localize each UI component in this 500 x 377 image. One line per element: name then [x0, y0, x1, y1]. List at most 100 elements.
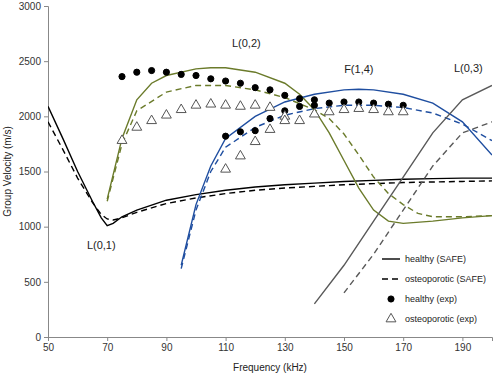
data-point	[369, 104, 379, 113]
legend-item: healthy (exp)	[388, 294, 457, 304]
data-point	[265, 124, 275, 133]
x-tick: 110	[218, 337, 234, 353]
data-point	[250, 100, 260, 109]
y-tick-mark	[44, 61, 48, 62]
y-tick-mark	[44, 172, 48, 173]
data-point	[178, 71, 184, 77]
mode-label: L(0,1)	[87, 239, 116, 251]
legend: healthy (SAFE) osteoporotic (SAFE) healthy…	[382, 254, 486, 324]
x-tick-mark	[107, 337, 108, 341]
data-point	[282, 92, 288, 98]
x-tick-label: 50	[43, 342, 55, 353]
y-tick-label: 500	[24, 277, 41, 288]
curve	[107, 68, 492, 224]
x-axis: 50 70 90 110 130 150 170 190	[43, 337, 493, 353]
data-point	[237, 80, 243, 86]
legend-label: osteoporotic (exp)	[405, 314, 477, 324]
curve	[181, 105, 492, 268]
data-point	[339, 104, 349, 113]
data-point	[147, 115, 157, 124]
y-tick-label: 0	[35, 332, 41, 343]
data-point	[295, 115, 305, 124]
legend-label: osteoporotic (SAFE)	[405, 274, 486, 284]
y-tick-label: 3000	[19, 1, 42, 12]
x-tick-label: 90	[161, 342, 173, 353]
y-axis-line	[44, 7, 49, 338]
curve	[344, 122, 492, 293]
data-point	[208, 76, 214, 82]
y-tick-mark	[44, 116, 48, 117]
x-tick: 190	[455, 337, 472, 353]
legend-item: healthy (SAFE)	[382, 254, 466, 264]
data-point	[193, 72, 199, 78]
y-axis: 0 500 1000 1500 2000 2500 3000	[19, 1, 49, 343]
data-point	[237, 129, 243, 135]
x-tick: 90	[161, 337, 173, 353]
x-tick: 50	[43, 337, 55, 353]
x-tick-label: 170	[395, 342, 412, 353]
x-tick: 150	[336, 337, 353, 353]
data-point	[398, 106, 408, 115]
x-tick-label: 110	[218, 342, 234, 353]
data-point	[223, 78, 229, 84]
data-point	[383, 106, 393, 115]
data-point	[324, 106, 334, 115]
x-tick-label: 190	[455, 342, 472, 353]
chart: 50 70 90 110 130 150 170 190 0 500 1000 1500 2000 250…	[0, 0, 500, 377]
data-point	[297, 96, 303, 102]
data-point	[252, 85, 258, 91]
y-tick-mark	[44, 227, 48, 228]
legend-swatch	[382, 278, 400, 279]
data-point	[280, 115, 290, 124]
y-tick: 0	[35, 332, 48, 343]
data-point	[206, 99, 216, 108]
x-tick-mark	[226, 337, 227, 341]
data-point	[265, 102, 275, 111]
data-point	[267, 115, 273, 121]
y-tick-label: 1500	[19, 166, 42, 177]
y-tick-label: 1000	[19, 221, 42, 232]
y-tick: 2500	[19, 56, 48, 67]
legend-item: osteoporotic (SAFE)	[382, 274, 486, 284]
data-point	[235, 150, 245, 159]
y-tick: 1000	[19, 221, 48, 232]
data-point	[309, 108, 319, 117]
data-point	[252, 128, 258, 134]
x-tick-label: 70	[102, 342, 114, 353]
curve	[181, 89, 492, 265]
x-tick-mark	[403, 337, 404, 341]
data-point	[191, 100, 201, 109]
y-tick: 2000	[19, 111, 48, 122]
data-point	[221, 164, 231, 173]
x-tick-mark	[285, 337, 286, 341]
data-point	[267, 87, 273, 93]
data-point	[117, 135, 127, 144]
y-tick-mark	[44, 6, 48, 7]
y-tick-mark	[44, 282, 48, 283]
x-tick-mark	[344, 337, 345, 341]
y-tick: 1500	[19, 166, 48, 177]
x-tick: 70	[102, 337, 114, 353]
data-point	[149, 67, 155, 73]
data-point	[119, 74, 125, 80]
x-tick-label: 150	[336, 342, 353, 353]
data-point	[163, 69, 169, 75]
data-point	[176, 104, 186, 113]
x-axis-title: Frequency (kHz)	[233, 362, 307, 373]
legend-swatch	[386, 313, 396, 322]
curve	[314, 85, 492, 303]
legend-swatch	[382, 258, 400, 259]
marks	[48, 67, 492, 303]
y-tick-label: 2000	[19, 111, 42, 122]
data-point	[354, 103, 364, 112]
mode-label: L(0,2)	[232, 37, 261, 49]
curve	[107, 85, 492, 216]
plot-area: 50 70 90 110 130 150 170 190 0 500 1000 1500 2000 250…	[19, 1, 493, 353]
y-tick-mark	[44, 337, 48, 338]
x-tick-label: 130	[277, 342, 294, 353]
data-point	[297, 103, 303, 109]
y-axis-title: Group Velocity (m/s)	[2, 126, 13, 217]
data-point	[132, 122, 142, 131]
data-point	[221, 100, 231, 109]
legend-label: healthy (exp)	[405, 294, 457, 304]
